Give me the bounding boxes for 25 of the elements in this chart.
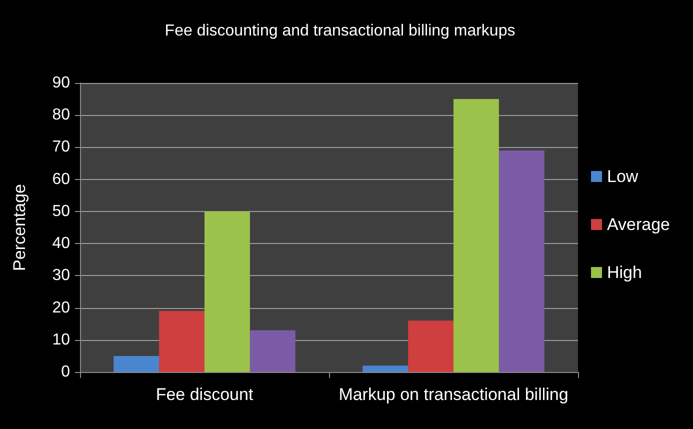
y-tick-label: 30: [52, 267, 70, 284]
bar: [408, 320, 454, 372]
y-tick-label: 40: [52, 235, 70, 252]
x-tick-label: Markup on transactional billing: [338, 385, 568, 404]
bar: [250, 330, 296, 372]
y-tick-label: 10: [52, 331, 70, 348]
y-tick-label: 80: [52, 106, 70, 124]
bar: [498, 150, 544, 372]
chart-title: Fee discounting and transactional billing markups: [164, 22, 516, 40]
bar: [204, 211, 250, 372]
y-tick-label: 60: [52, 170, 70, 188]
y-tick-label: 70: [52, 138, 70, 156]
legend-label: Low: [607, 167, 639, 186]
bar: [362, 366, 408, 372]
y-tick-label: 0: [61, 364, 70, 380]
legend-label: Average: [607, 215, 670, 234]
bar: [114, 356, 160, 372]
y-tick-label: 50: [52, 202, 70, 220]
x-tick-label: Fee discount: [156, 385, 254, 404]
y-axis-title: Percentage: [10, 184, 29, 271]
y-tick-label: 20: [52, 299, 70, 316]
bar: [454, 99, 499, 372]
y-tick-label: 90: [52, 74, 70, 92]
legend-label: High: [607, 263, 642, 282]
bar: [159, 310, 204, 372]
